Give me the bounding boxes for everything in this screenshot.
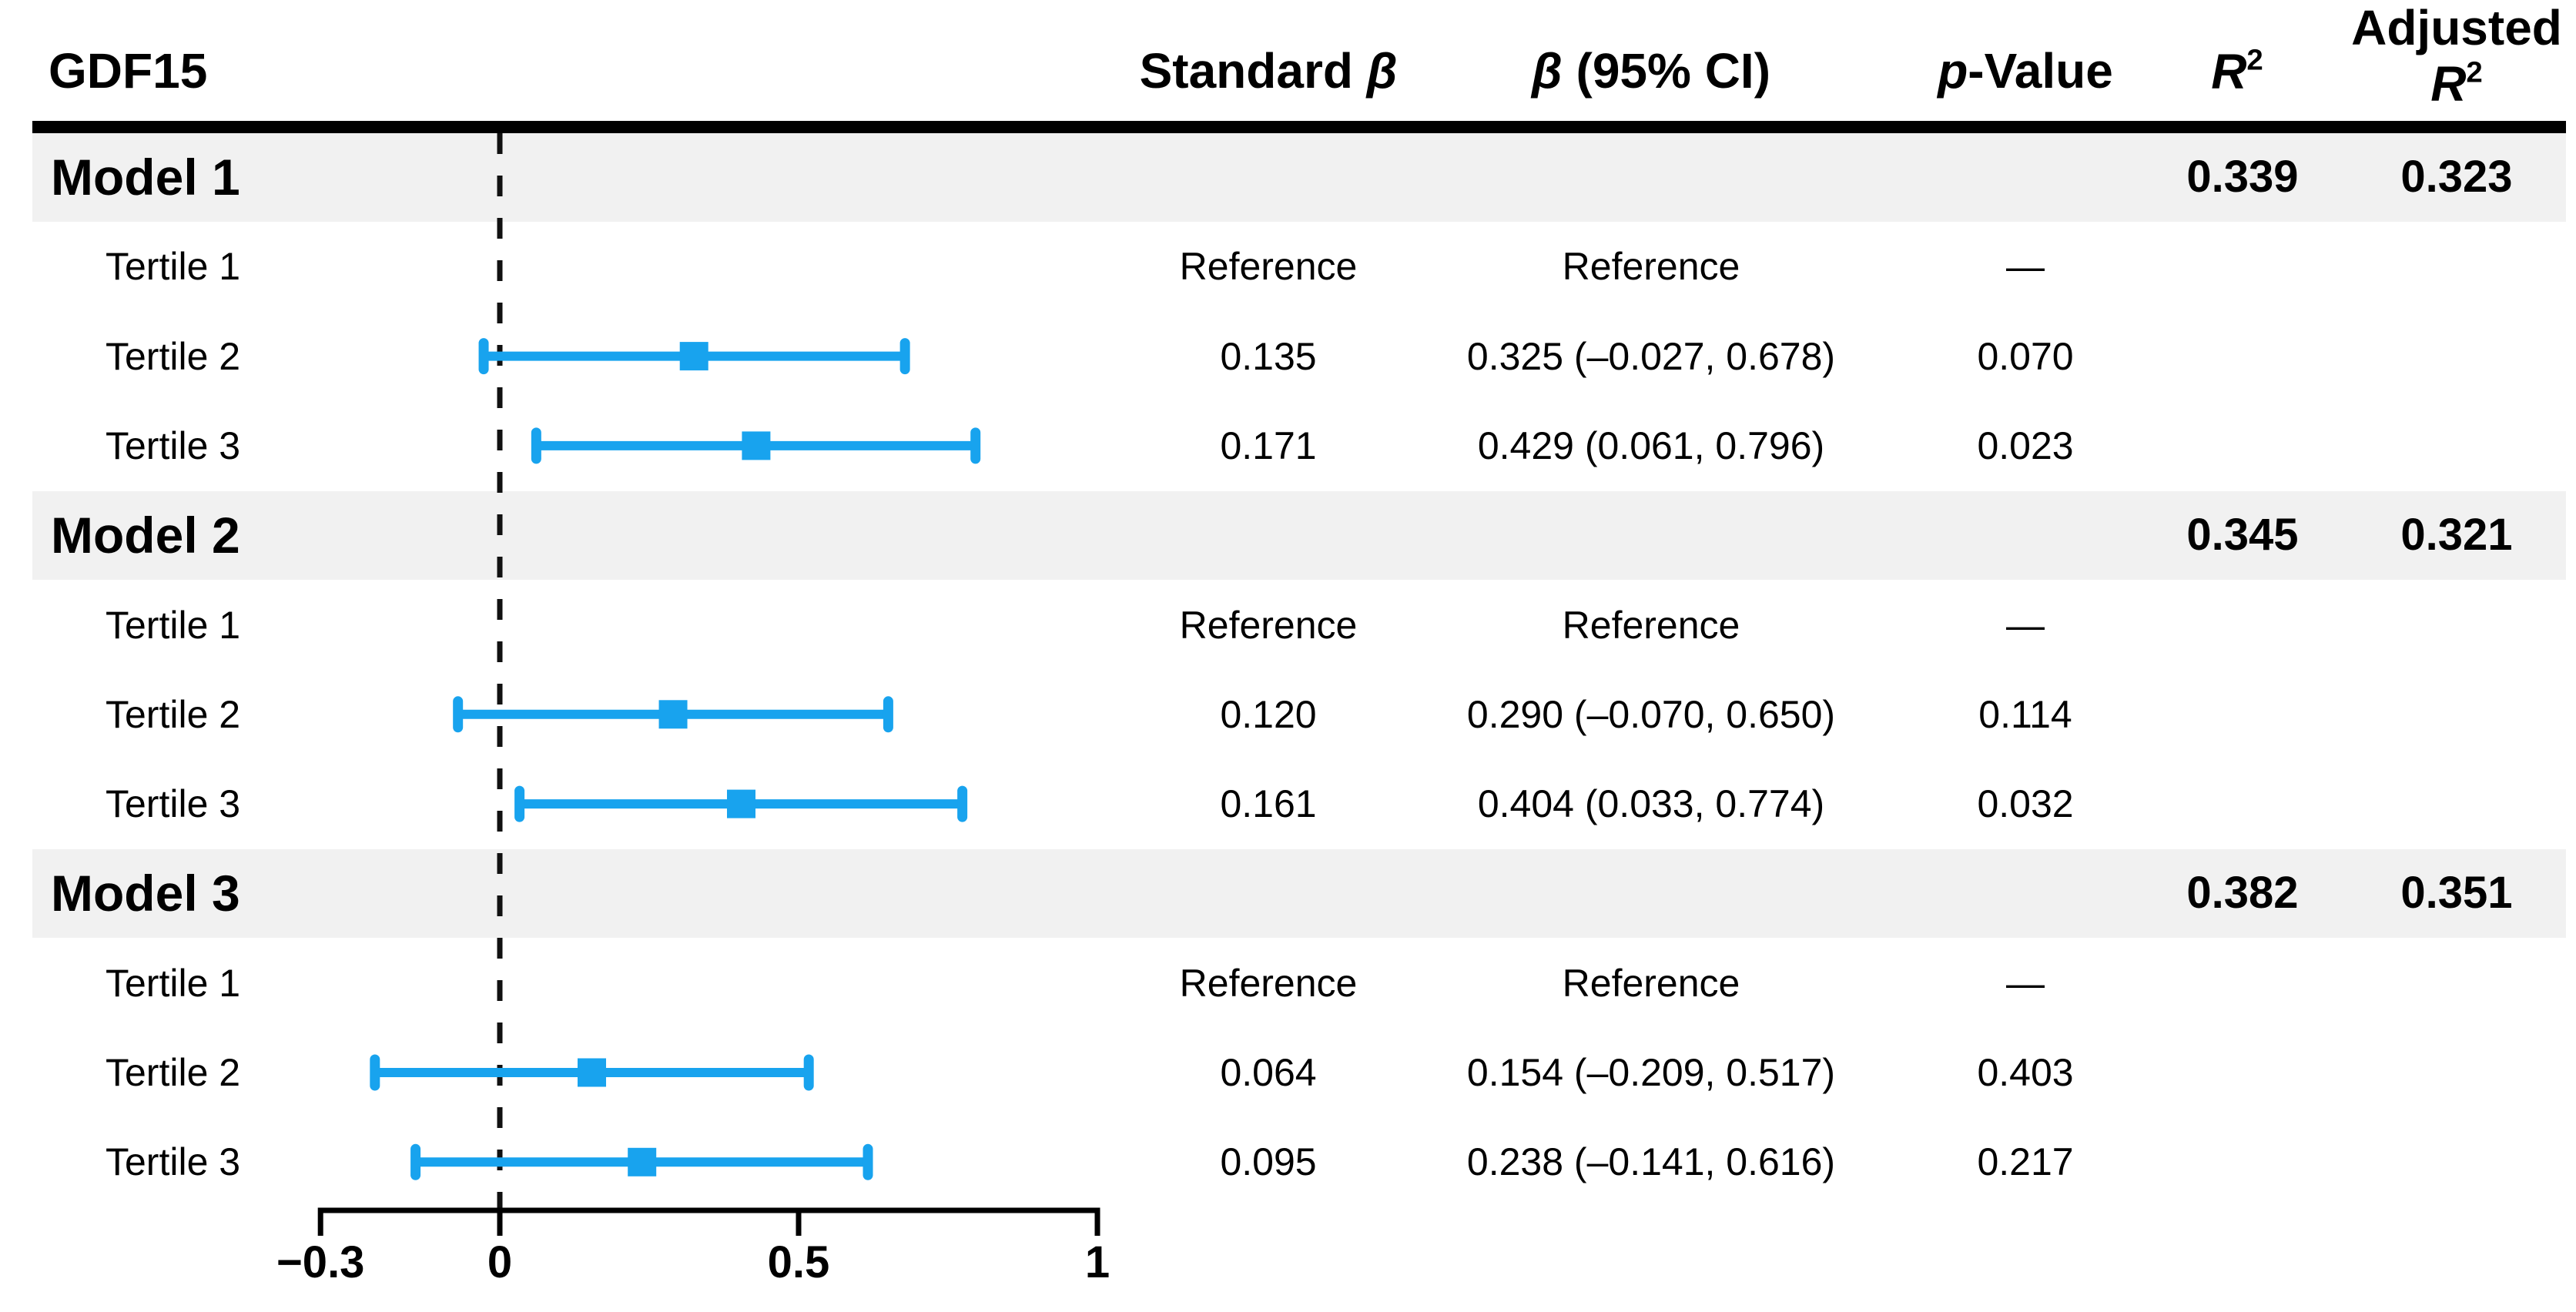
column-header-segment: p bbox=[1938, 43, 1968, 99]
model-row-band bbox=[32, 848, 2566, 938]
column-header-segment: R bbox=[2211, 43, 2247, 99]
tertile-label: Tertile 2 bbox=[106, 334, 241, 378]
p-value: — bbox=[2006, 245, 2045, 289]
tertile-label: Tertile 3 bbox=[106, 782, 241, 826]
standard-beta-value: 0.064 bbox=[1220, 1051, 1317, 1094]
forest-row-model2-tertile3 bbox=[514, 785, 968, 822]
standard-beta-value: Reference bbox=[1179, 961, 1358, 1005]
point-estimate-marker bbox=[727, 789, 756, 818]
beta-ci-value: 0.429 (0.061, 0.796) bbox=[1477, 423, 1825, 467]
x-axis-tick-label: 0 bbox=[487, 1237, 513, 1287]
p-value: 0.070 bbox=[1977, 334, 2074, 378]
p-value: 0.114 bbox=[1978, 692, 2072, 736]
beta-ci-value: Reference bbox=[1562, 603, 1740, 647]
p-value: 0.403 bbox=[1977, 1051, 2074, 1094]
p-value: — bbox=[2006, 961, 2045, 1005]
forest-row-model3-tertile3 bbox=[410, 1143, 873, 1180]
tertile-label: Tertile 1 bbox=[106, 603, 241, 647]
forest-row-model1-tertile2 bbox=[478, 338, 910, 375]
beta-ci-value: 0.325 (–0.027, 0.678) bbox=[1466, 334, 1836, 378]
tertile-label: Tertile 1 bbox=[106, 245, 241, 289]
column-header-segment: -Value bbox=[1968, 43, 2113, 99]
x-axis-tick-label: −0.3 bbox=[276, 1237, 365, 1287]
column-header-segment: R bbox=[2430, 55, 2467, 112]
standard-beta-value: Reference bbox=[1179, 603, 1358, 647]
column-header-adjusted-r-squared: Adjusted bbox=[2351, 3, 2562, 52]
column-header-segment: 2 bbox=[2466, 55, 2483, 89]
column-header-standard-beta: Standard β bbox=[1140, 46, 1398, 95]
tertile-label: Tertile 3 bbox=[106, 1140, 241, 1184]
beta-ci-value: Reference bbox=[1562, 245, 1740, 289]
column-header-segment: (95% CI) bbox=[1562, 43, 1771, 99]
x-axis-tick-label: 0.5 bbox=[767, 1237, 830, 1287]
model-row-band bbox=[32, 490, 2566, 580]
header-divider bbox=[32, 121, 2566, 133]
point-estimate-marker bbox=[658, 700, 688, 729]
standard-beta-value: 0.095 bbox=[1220, 1140, 1317, 1184]
adjusted-r-squared-value: 0.323 bbox=[2400, 152, 2513, 202]
p-value: 0.023 bbox=[1977, 423, 2074, 467]
standard-beta-value: 0.135 bbox=[1220, 334, 1317, 378]
standard-beta-value: 0.161 bbox=[1220, 782, 1317, 826]
r-squared-value: 0.345 bbox=[2186, 510, 2299, 561]
r-squared-value: 0.339 bbox=[2186, 152, 2299, 202]
column-header-segment: Standard bbox=[1139, 43, 1367, 99]
column-header-adjusted-r-squared: R2 bbox=[2430, 55, 2483, 108]
column-header-r-squared: R2 bbox=[2211, 43, 2263, 99]
beta-ci-value: 0.290 (–0.070, 0.650) bbox=[1466, 692, 1836, 736]
column-header-segment: β bbox=[1366, 43, 1398, 99]
column-header-p-value: p-Value bbox=[1938, 46, 2113, 95]
r-squared-value: 0.382 bbox=[2186, 868, 2299, 919]
forest-row-model3-tertile2 bbox=[370, 1054, 814, 1091]
beta-ci-value: 0.154 (–0.209, 0.517) bbox=[1466, 1051, 1836, 1094]
model-row-band bbox=[32, 132, 2566, 222]
column-header-beta-ci: β (95% CI) bbox=[1532, 46, 1770, 95]
column-header-segment: β bbox=[1532, 43, 1563, 99]
forest-row-model1-tertile3 bbox=[531, 427, 981, 464]
page-title: GDF15 bbox=[49, 43, 208, 99]
p-value: — bbox=[2006, 603, 2045, 647]
point-estimate-marker bbox=[628, 1147, 657, 1176]
tertile-label: Tertile 2 bbox=[106, 1051, 241, 1094]
column-header-segment: Adjusted bbox=[2351, 0, 2562, 55]
tertile-label: Tertile 2 bbox=[106, 692, 241, 736]
p-value: 0.032 bbox=[1977, 782, 2074, 826]
tertile-label: Tertile 1 bbox=[106, 961, 241, 1005]
beta-ci-value: Reference bbox=[1562, 961, 1740, 1005]
beta-ci-value: 0.404 (0.033, 0.774) bbox=[1477, 782, 1825, 826]
model-label: Model 1 bbox=[51, 149, 240, 206]
standard-beta-value: Reference bbox=[1179, 245, 1358, 289]
point-estimate-marker bbox=[578, 1058, 607, 1087]
p-value: 0.217 bbox=[1977, 1140, 2074, 1184]
tertile-label: Tertile 3 bbox=[106, 423, 241, 467]
column-header-segment: 2 bbox=[2246, 43, 2263, 77]
x-axis-tick-label: 1 bbox=[1084, 1237, 1110, 1287]
model-label: Model 3 bbox=[51, 865, 240, 922]
model-label: Model 2 bbox=[51, 507, 240, 564]
standard-beta-value: 0.120 bbox=[1220, 692, 1317, 736]
forest-row-model2-tertile2 bbox=[453, 696, 893, 733]
point-estimate-marker bbox=[679, 342, 708, 371]
adjusted-r-squared-value: 0.351 bbox=[2400, 868, 2513, 919]
adjusted-r-squared-value: 0.321 bbox=[2400, 510, 2513, 561]
standard-beta-value: 0.171 bbox=[1220, 423, 1317, 467]
point-estimate-marker bbox=[742, 431, 771, 460]
beta-ci-value: 0.238 (–0.141, 0.616) bbox=[1466, 1140, 1836, 1184]
